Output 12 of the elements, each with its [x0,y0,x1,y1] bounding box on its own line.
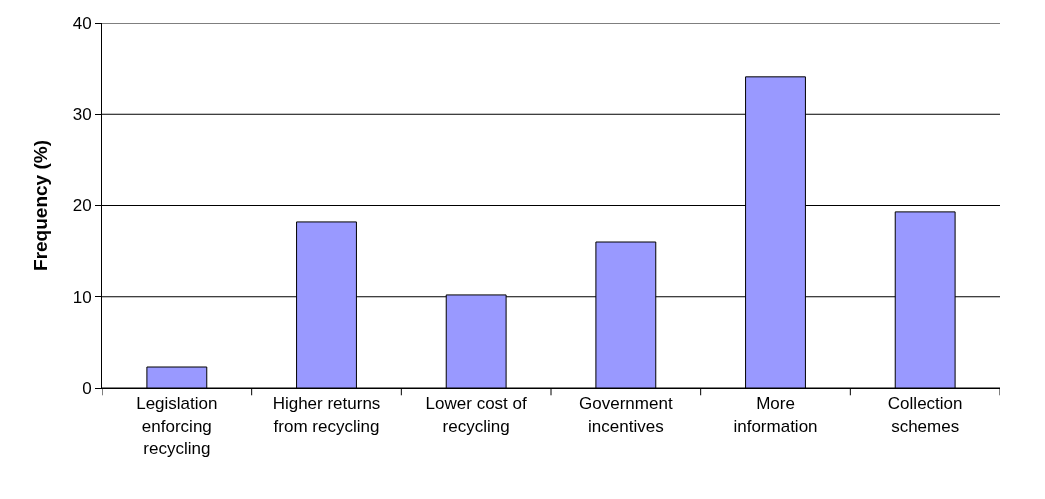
x-tick-label: Collection schemes [887,394,963,436]
x-tick-label: Higher returns from recycling [272,394,381,436]
x-tick-label: Government incentives [579,394,673,436]
x-tick-label: More information [733,394,818,436]
x-tick-label: Lower cost of recycling [425,394,527,436]
y-axis-title: Frequency (%) [29,140,51,271]
y-tick-label: 0 [82,378,92,398]
y-tick-label: 30 [72,105,92,125]
x-tick-label: Legislation enforcing recycling [136,394,218,458]
y-tick-label: 20 [72,196,92,216]
y-tick-label: 10 [72,287,92,307]
y-tick-label: 40 [72,13,92,33]
